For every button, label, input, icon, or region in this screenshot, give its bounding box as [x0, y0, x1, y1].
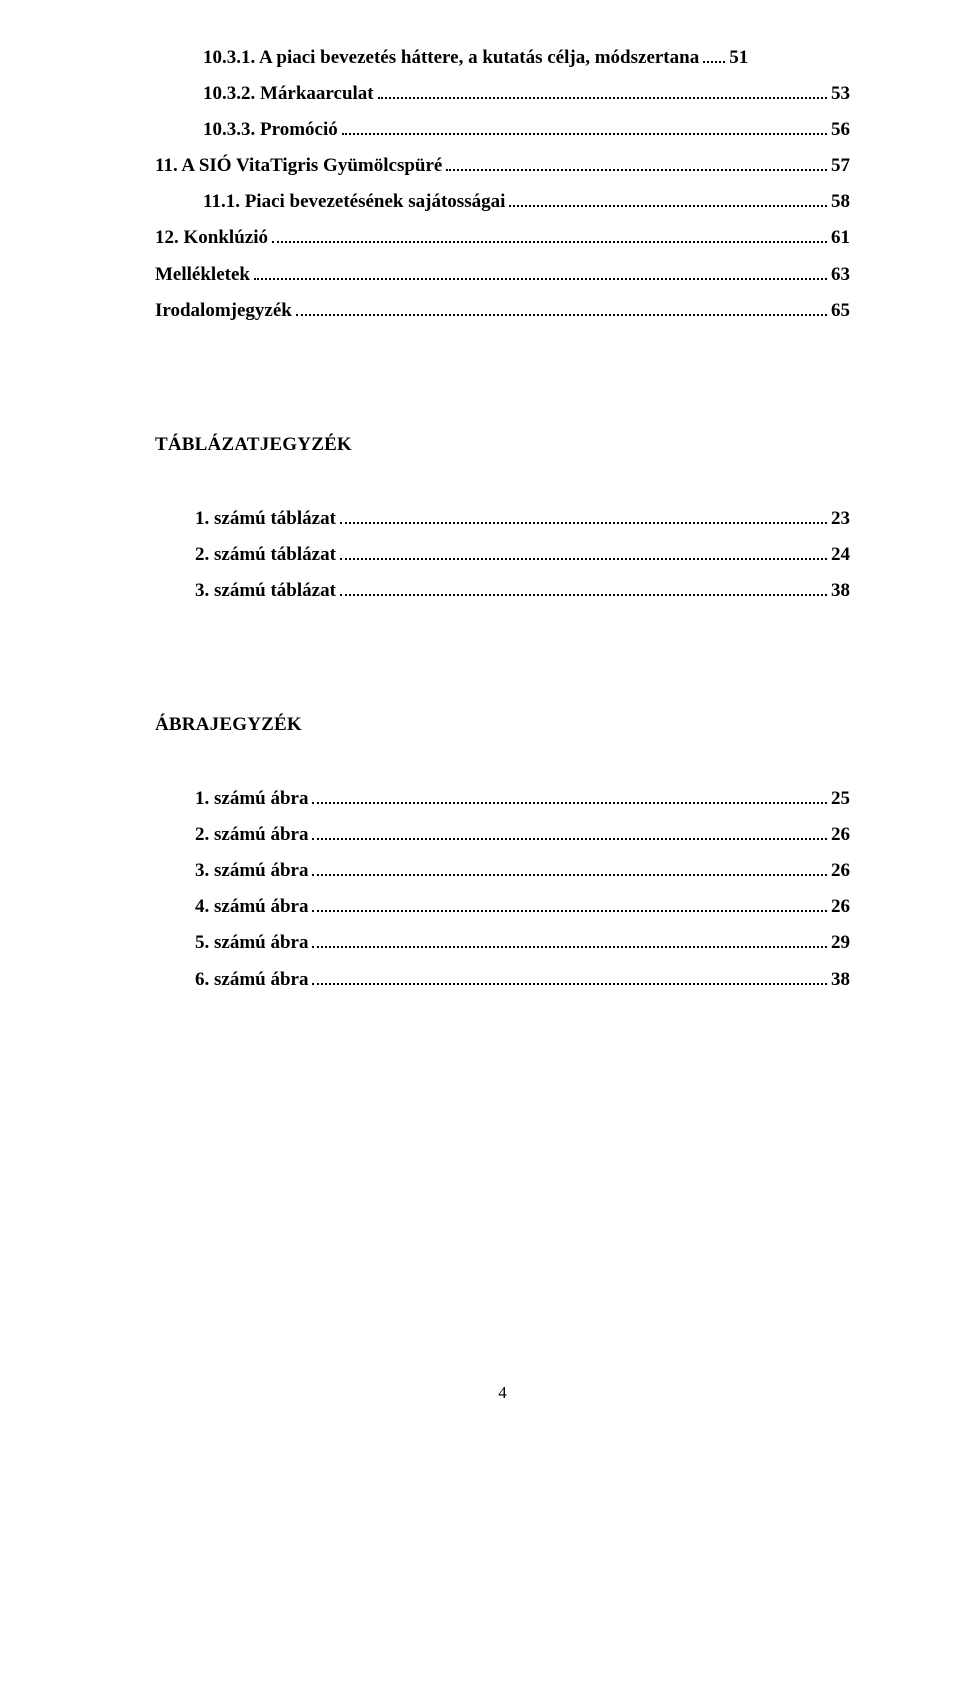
toc-label: Irodalomjegyzék	[155, 293, 292, 329]
toc-dots	[312, 791, 827, 804]
toc-label: 3. számú ábra	[195, 853, 308, 889]
toc-entry: 12. Konklúzió 61	[155, 220, 850, 256]
toc-dots	[312, 899, 827, 912]
toc-entry: 11. A SIÓ VitaTigris Gyümölcspüré 57	[155, 148, 850, 184]
toc-dots	[342, 122, 827, 135]
toc-dots	[312, 863, 827, 876]
toc-page: 65	[831, 293, 850, 329]
toc-page: 38	[831, 573, 850, 609]
toc-entry: Irodalomjegyzék 65	[155, 293, 850, 329]
toc-label: 6. számú ábra	[195, 962, 308, 998]
tables-heading: TÁBLÁZATJEGYZÉK	[155, 434, 850, 456]
toc-entry: 1. számú ábra 25	[155, 781, 850, 817]
toc-label: 11. A SIÓ VitaTigris Gyümölcspüré	[155, 148, 442, 184]
toc-entry: 5. számú ábra 29	[155, 925, 850, 961]
toc-page: 53	[831, 76, 850, 112]
toc-entry: 2. számú táblázat 24	[155, 537, 850, 573]
toc-label: 10.3.2. Márkaarculat	[203, 76, 374, 112]
toc-dots	[378, 86, 827, 99]
figures-heading: ÁBRAJEGYZÉK	[155, 714, 850, 736]
toc-label: 1. számú táblázat	[195, 501, 336, 537]
toc-dots	[312, 827, 827, 840]
toc-entry: 4. számú ábra 26	[155, 889, 850, 925]
toc-entry: Mellékletek 63	[155, 257, 850, 293]
toc-entry: 10.3.1. A piaci bevezetés háttere, a kut…	[155, 40, 850, 76]
toc-label: 11.1. Piaci bevezetésének sajátosságai	[203, 184, 505, 220]
toc-label: 12. Konklúzió	[155, 220, 268, 256]
toc-entry: 6. számú ábra 38	[155, 962, 850, 998]
toc-dots	[312, 935, 827, 948]
toc-dots	[312, 971, 827, 984]
toc-page: 58	[831, 184, 850, 220]
toc-page: 25	[831, 781, 850, 817]
toc-page: 24	[831, 537, 850, 573]
toc-page: 38	[831, 962, 850, 998]
toc-entry: 1. számú táblázat 23	[155, 501, 850, 537]
toc-figures: 1. számú ábra 25 2. számú ábra 26 3. szá…	[155, 781, 850, 998]
toc-dots	[272, 230, 827, 243]
toc-page: 56	[831, 112, 850, 148]
toc-entry: 3. számú táblázat 38	[155, 573, 850, 609]
toc-dots	[340, 547, 827, 560]
toc-main: 10.3.1. A piaci bevezetés háttere, a kut…	[155, 40, 850, 329]
toc-entry: 3. számú ábra 26	[155, 853, 850, 889]
toc-dots	[703, 50, 725, 63]
toc-dots	[509, 194, 827, 207]
toc-page: 51	[729, 40, 748, 76]
toc-label: 2. számú ábra	[195, 817, 308, 853]
toc-label: 5. számú ábra	[195, 925, 308, 961]
toc-page: 63	[831, 257, 850, 293]
toc-label: 2. számú táblázat	[195, 537, 336, 573]
toc-entry: 2. számú ábra 26	[155, 817, 850, 853]
toc-dots	[340, 583, 827, 596]
toc-label: 1. számú ábra	[195, 781, 308, 817]
toc-label: 10.3.3. Promóció	[203, 112, 338, 148]
toc-tables: 1. számú táblázat 23 2. számú táblázat 2…	[155, 501, 850, 609]
toc-page: 26	[831, 889, 850, 925]
toc-page: 61	[831, 220, 850, 256]
toc-label: 10.3.1. A piaci bevezetés háttere, a kut…	[203, 40, 699, 76]
toc-dots	[340, 510, 827, 523]
toc-dots	[446, 158, 827, 171]
toc-dots	[296, 302, 827, 315]
toc-label: 4. számú ábra	[195, 889, 308, 925]
toc-page: 57	[831, 148, 850, 184]
page-number: 4	[155, 1383, 850, 1403]
toc-page: 26	[831, 853, 850, 889]
toc-dots	[254, 266, 827, 279]
toc-label: Mellékletek	[155, 257, 250, 293]
toc-entry: 10.3.2. Márkaarculat 53	[155, 76, 850, 112]
toc-page: 29	[831, 925, 850, 961]
toc-label: 3. számú táblázat	[195, 573, 336, 609]
toc-entry: 11.1. Piaci bevezetésének sajátosságai 5…	[155, 184, 850, 220]
toc-page: 26	[831, 817, 850, 853]
toc-entry: 10.3.3. Promóció 56	[155, 112, 850, 148]
toc-page: 23	[831, 501, 850, 537]
